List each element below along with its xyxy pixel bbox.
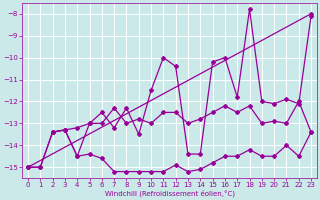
X-axis label: Windchill (Refroidissement éolien,°C): Windchill (Refroidissement éolien,°C): [105, 190, 235, 197]
